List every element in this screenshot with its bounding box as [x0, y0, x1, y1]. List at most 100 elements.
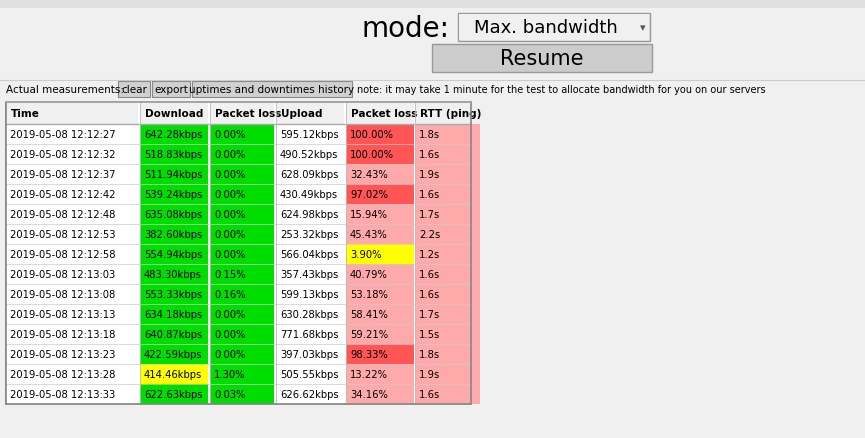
Text: 2019-05-08 12:13:23: 2019-05-08 12:13:23 — [10, 349, 115, 359]
Bar — [276, 265, 344, 284]
Bar — [276, 384, 344, 404]
Text: Upload: Upload — [281, 109, 323, 119]
Bar — [415, 344, 480, 364]
Bar — [276, 205, 344, 225]
Text: 0.03%: 0.03% — [214, 389, 246, 399]
Bar — [140, 205, 208, 225]
Text: 1.2s: 1.2s — [419, 249, 440, 259]
Bar — [276, 165, 344, 184]
Bar — [210, 324, 274, 344]
Text: 2019-05-08 12:12:58: 2019-05-08 12:12:58 — [10, 249, 116, 259]
Bar — [415, 225, 480, 244]
Text: clear: clear — [121, 85, 147, 95]
Bar — [6, 384, 138, 404]
Text: 1.6s: 1.6s — [419, 190, 440, 200]
Bar — [210, 103, 274, 125]
Text: 15.94%: 15.94% — [350, 209, 388, 219]
Bar — [346, 284, 414, 304]
Text: RTT (ping): RTT (ping) — [420, 109, 482, 119]
Bar — [6, 324, 138, 344]
Bar — [140, 344, 208, 364]
Bar — [415, 324, 480, 344]
Bar — [276, 284, 344, 304]
Text: mode:: mode: — [362, 15, 450, 43]
Text: 1.30%: 1.30% — [214, 369, 246, 379]
Text: 430.49kbps: 430.49kbps — [280, 190, 338, 200]
Bar — [415, 265, 480, 284]
Text: Max. bandwidth: Max. bandwidth — [474, 19, 618, 37]
Bar — [210, 244, 274, 265]
Bar — [415, 304, 480, 324]
Bar — [210, 184, 274, 205]
Text: 771.68kbps: 771.68kbps — [280, 329, 338, 339]
Text: 642.28kbps: 642.28kbps — [144, 130, 202, 140]
Text: Packet loss: Packet loss — [351, 109, 418, 119]
Text: 0.16%: 0.16% — [214, 290, 246, 299]
Bar — [140, 284, 208, 304]
Bar — [6, 103, 471, 404]
Text: 3.90%: 3.90% — [350, 249, 381, 259]
Bar — [140, 265, 208, 284]
Text: 53.18%: 53.18% — [350, 290, 388, 299]
Text: 566.04kbps: 566.04kbps — [280, 249, 338, 259]
Text: 490.52kbps: 490.52kbps — [280, 150, 338, 159]
Bar — [6, 284, 138, 304]
Bar — [346, 225, 414, 244]
Bar — [140, 184, 208, 205]
Bar — [346, 384, 414, 404]
Text: 414.46kbps: 414.46kbps — [144, 369, 202, 379]
Bar — [140, 324, 208, 344]
Text: uptimes and downtimes history: uptimes and downtimes history — [189, 85, 355, 95]
Text: 0.15%: 0.15% — [214, 269, 246, 279]
Bar — [6, 364, 138, 384]
Text: 2019-05-08 12:13:28: 2019-05-08 12:13:28 — [10, 369, 115, 379]
Bar — [415, 103, 480, 125]
Text: ▾: ▾ — [640, 23, 646, 33]
Bar — [276, 244, 344, 265]
Text: 2019-05-08 12:13:03: 2019-05-08 12:13:03 — [10, 269, 115, 279]
Text: 2019-05-08 12:12:48: 2019-05-08 12:12:48 — [10, 209, 115, 219]
Bar — [210, 165, 274, 184]
Text: 13.22%: 13.22% — [350, 369, 388, 379]
Bar — [0, 0, 865, 9]
Text: 2019-05-08 12:13:13: 2019-05-08 12:13:13 — [10, 309, 115, 319]
Text: export: export — [154, 85, 188, 95]
Text: 2019-05-08 12:13:18: 2019-05-08 12:13:18 — [10, 329, 115, 339]
Text: 1.8s: 1.8s — [419, 130, 440, 140]
Bar — [210, 344, 274, 364]
Bar — [210, 384, 274, 404]
Bar — [276, 344, 344, 364]
Bar — [140, 225, 208, 244]
Bar — [346, 125, 414, 145]
Bar — [140, 384, 208, 404]
Text: 2019-05-08 12:12:37: 2019-05-08 12:12:37 — [10, 170, 116, 180]
FancyBboxPatch shape — [432, 45, 652, 73]
Text: 599.13kbps: 599.13kbps — [280, 290, 338, 299]
Text: 1.9s: 1.9s — [419, 369, 440, 379]
Text: 0.00%: 0.00% — [214, 150, 246, 159]
Bar — [140, 364, 208, 384]
Text: 483.30kbps: 483.30kbps — [144, 269, 202, 279]
Text: 1.6s: 1.6s — [419, 269, 440, 279]
Bar — [6, 184, 138, 205]
Text: 0.00%: 0.00% — [214, 329, 246, 339]
Bar — [6, 265, 138, 284]
Text: 34.16%: 34.16% — [350, 389, 388, 399]
Bar — [276, 304, 344, 324]
Bar — [6, 244, 138, 265]
Text: 0.00%: 0.00% — [214, 349, 246, 359]
Bar — [276, 145, 344, 165]
Text: 397.03kbps: 397.03kbps — [280, 349, 338, 359]
Bar — [210, 225, 274, 244]
Bar — [140, 145, 208, 165]
Text: 97.02%: 97.02% — [350, 190, 388, 200]
Text: 0.00%: 0.00% — [214, 130, 246, 140]
Text: 2019-05-08 12:12:32: 2019-05-08 12:12:32 — [10, 150, 116, 159]
Bar — [210, 125, 274, 145]
Bar — [210, 364, 274, 384]
Bar — [346, 205, 414, 225]
Bar — [140, 304, 208, 324]
Text: 635.08kbps: 635.08kbps — [144, 209, 202, 219]
Bar — [276, 364, 344, 384]
Text: 0.00%: 0.00% — [214, 170, 246, 180]
